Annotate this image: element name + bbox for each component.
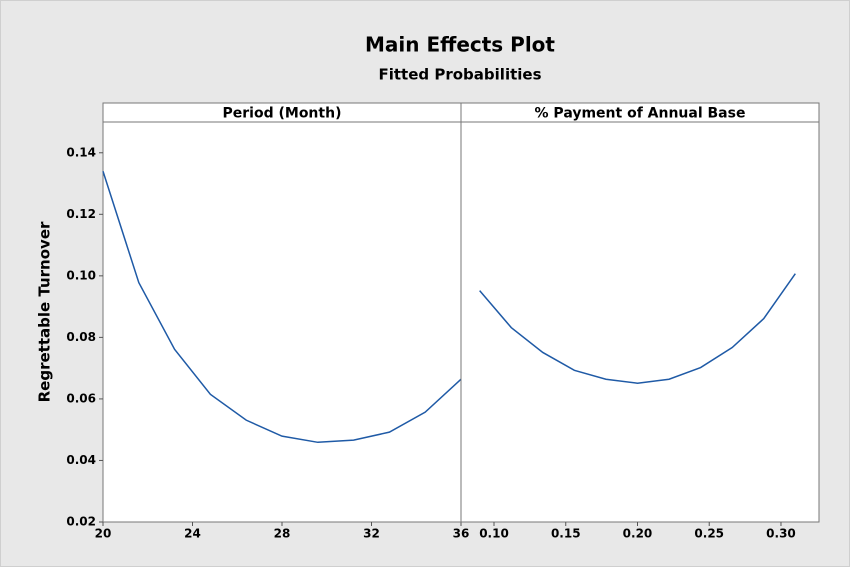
y-tick-label: 0.10 [66,268,96,282]
y-tick-label: 0.06 [66,391,96,405]
panel-title: % Payment of Annual Base [535,106,746,122]
panel-title: Period (Month) [223,106,342,122]
x-tick-label: 0.25 [694,527,724,541]
line [479,273,796,384]
y-tick-label: 0.04 [66,453,96,467]
x-tick-label: 24 [184,527,201,541]
y-tick-label: 0.12 [66,207,96,221]
chart-subtitle: Fitted Probabilities [379,66,542,84]
y-tick-label: 0.02 [66,515,96,529]
x-tick-label: 32 [363,527,380,541]
x-tick-label: 0.20 [623,527,653,541]
y-tick-label: 0.08 [66,330,96,344]
x-tick-label: 20 [95,527,112,541]
plot-area [460,121,820,523]
x-tick-label: 28 [274,527,291,541]
x-tick-label: 36 [453,527,470,541]
y-tick-label: 0.14 [66,145,96,159]
x-tick-label: 0.15 [551,527,581,541]
chart-title: Main Effects Plot [365,33,555,57]
plot-area [102,121,462,523]
y-axis-label: Regrettable Turnover [36,221,54,402]
x-tick-label: 0.10 [479,527,509,541]
x-tick-label: 0.30 [766,527,796,541]
line [102,171,462,444]
